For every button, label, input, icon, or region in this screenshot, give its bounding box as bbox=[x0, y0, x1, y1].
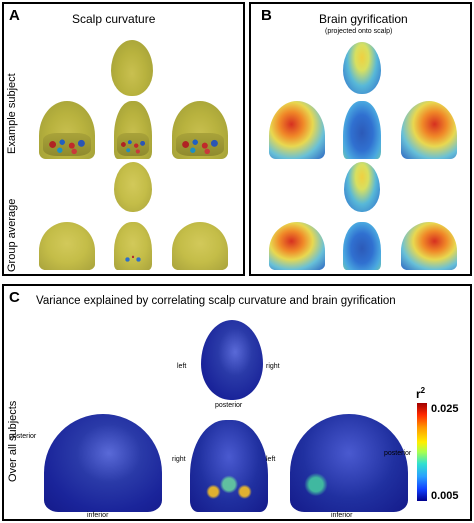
variance-top-view bbox=[201, 320, 263, 400]
colorbar-label-sup: 2 bbox=[420, 386, 426, 395]
variance-back-view bbox=[190, 420, 268, 512]
variance-right-view bbox=[290, 414, 408, 512]
label-mid-right: left bbox=[266, 456, 276, 463]
label-top-bottom: posterior bbox=[215, 402, 243, 409]
label-left-side: posterior bbox=[9, 433, 37, 440]
colorbar bbox=[417, 403, 427, 501]
colorbar-label-base: r bbox=[416, 387, 421, 401]
panel-a-letter: A bbox=[9, 7, 20, 24]
gyrification-example-top-view bbox=[343, 42, 381, 94]
scalp-example-back-view bbox=[114, 101, 152, 159]
gyrification-average-top-view bbox=[344, 162, 380, 212]
panel-b-title: Brain gyrification bbox=[319, 12, 408, 26]
panel-a: A Scalp curvature Example subject Group … bbox=[2, 2, 245, 276]
row-label-example-subject: Example subject bbox=[6, 73, 18, 154]
gyrification-example-right-view bbox=[401, 101, 457, 159]
scalp-average-back-view bbox=[114, 222, 152, 270]
gyrification-average-right-view bbox=[401, 222, 457, 270]
label-left-bottom: inferior bbox=[87, 512, 109, 519]
gyrification-example-left-view bbox=[269, 101, 325, 159]
gyrification-example-back-view bbox=[343, 101, 381, 159]
panel-c-letter: C bbox=[9, 289, 20, 306]
row-label-over-all-subjects: Over all subjects bbox=[7, 400, 19, 482]
row-label-group-average: Group average bbox=[6, 198, 18, 272]
label-right-bottom: inferior bbox=[331, 512, 353, 519]
label-top-left: left bbox=[177, 363, 187, 370]
scalp-example-right-view bbox=[172, 101, 228, 159]
scalp-average-top-view bbox=[114, 162, 152, 212]
scalp-average-left-view bbox=[39, 222, 95, 270]
panel-c: C Variance explained by correlating scal… bbox=[2, 284, 472, 521]
scalp-example-left-view bbox=[39, 101, 95, 159]
colorbar-max: 0.025 bbox=[431, 403, 459, 415]
label-right-side: posterior bbox=[384, 450, 412, 457]
panel-b-subtitle: (projected onto scalp) bbox=[325, 28, 393, 35]
gyrification-average-left-view bbox=[269, 222, 325, 270]
variance-left-view bbox=[44, 414, 162, 512]
panel-b-letter: B bbox=[261, 7, 272, 24]
gyrification-average-back-view bbox=[343, 222, 381, 270]
label-top-right: right bbox=[266, 363, 280, 370]
scalp-average-right-view bbox=[172, 222, 228, 270]
label-mid-left: right bbox=[172, 456, 186, 463]
panel-b: B Brain gyrification (projected onto sca… bbox=[249, 2, 472, 276]
panel-c-title: Variance explained by correlating scalp … bbox=[36, 295, 396, 307]
scalp-example-top-view bbox=[111, 40, 153, 96]
colorbar-label: r2 bbox=[416, 386, 425, 401]
panel-a-title: Scalp curvature bbox=[72, 12, 156, 26]
colorbar-min: 0.005 bbox=[431, 490, 459, 502]
